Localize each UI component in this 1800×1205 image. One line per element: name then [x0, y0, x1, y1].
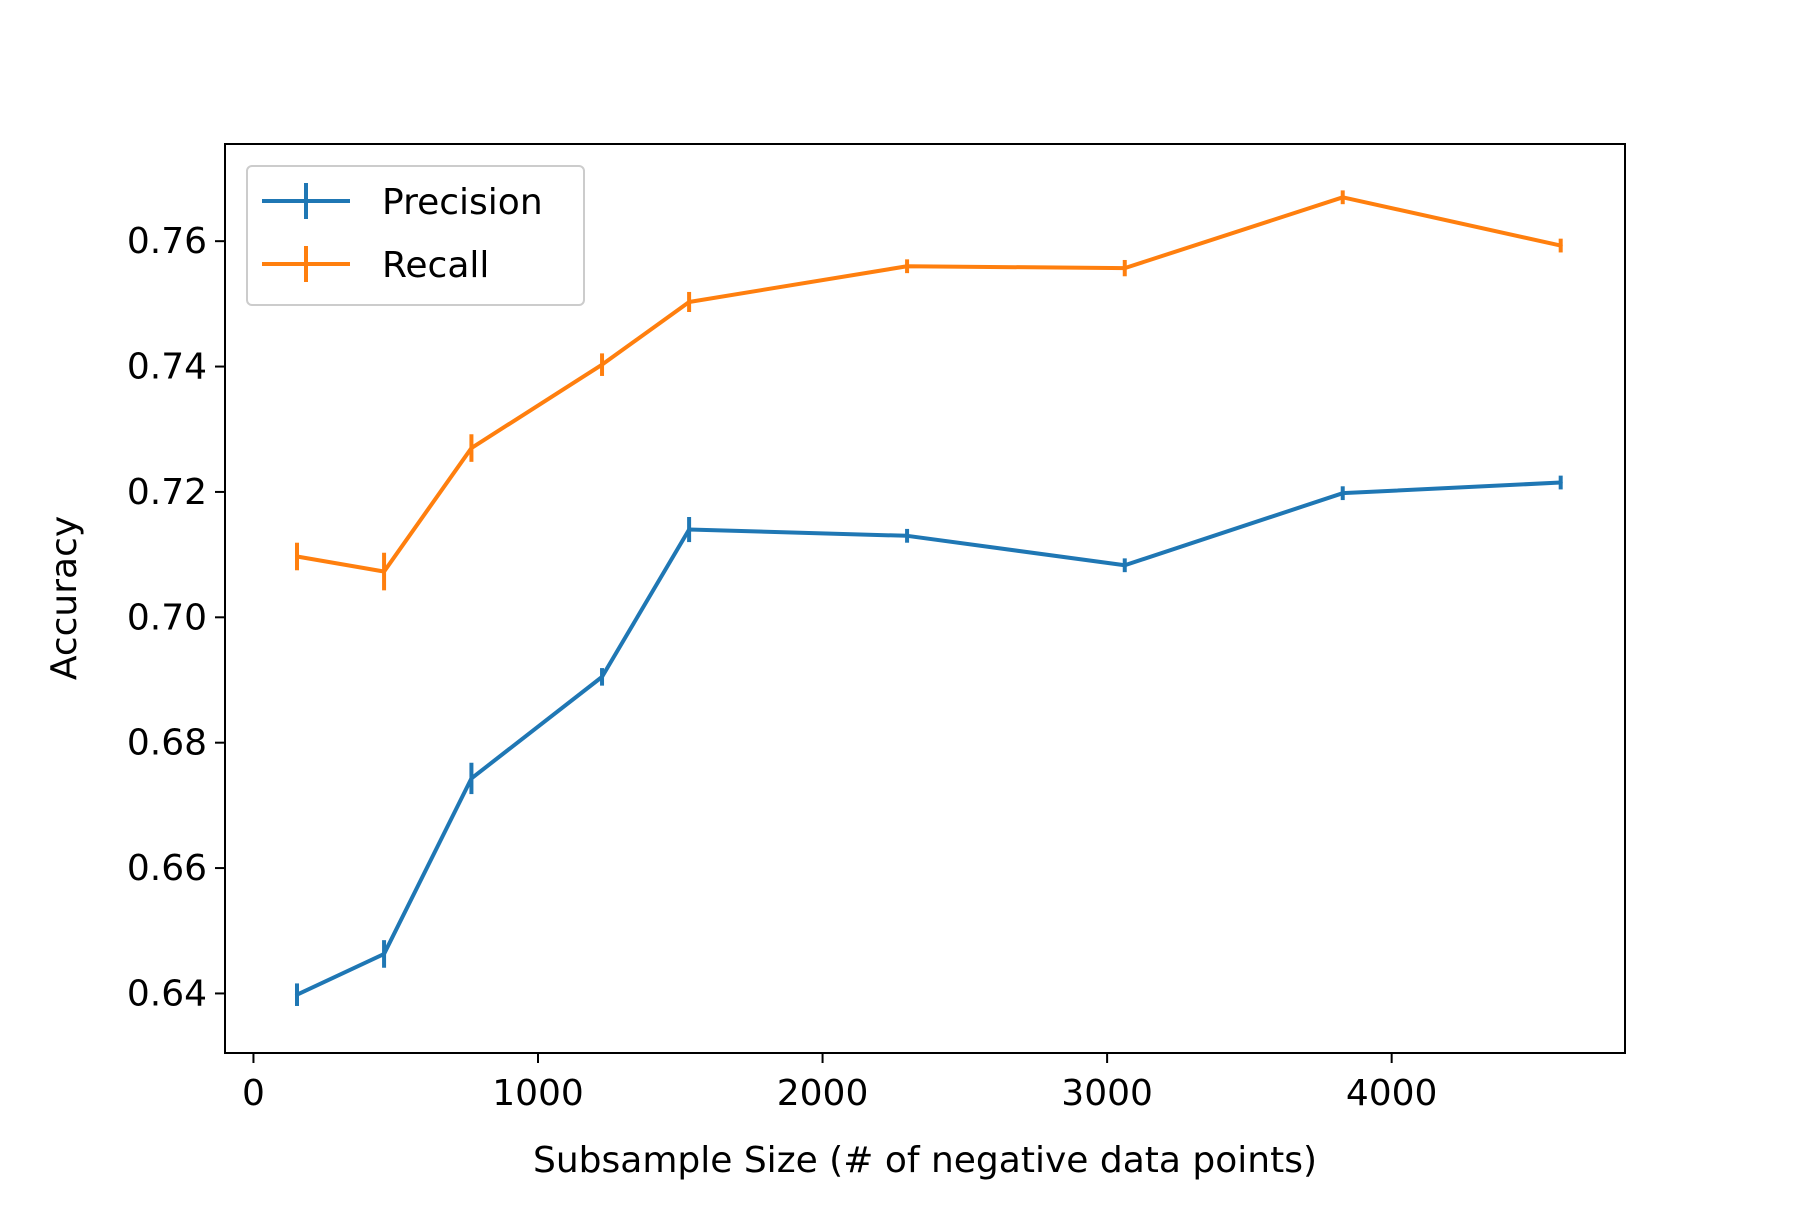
- y-tick-label: 0.68: [127, 723, 207, 764]
- y-tick-label: 0.74: [127, 347, 207, 388]
- x-axis: 0 1000 2000 3000 4000: [242, 1053, 1437, 1114]
- x-tick-label: 1000: [492, 1073, 584, 1114]
- x-tick-label: 0: [242, 1073, 265, 1114]
- legend: Precision Recall: [246, 165, 585, 306]
- x-axis-label: Subsample Size (# of negative data point…: [533, 1140, 1317, 1181]
- legend-label: Precision: [382, 182, 543, 223]
- y-axis: 0.64 0.66 0.68 0.70 0.72 0.74 0.76: [127, 221, 225, 1014]
- y-tick-label: 0.76: [127, 221, 207, 262]
- plot-area: [294, 190, 1563, 1006]
- legend-label: Recall: [382, 245, 489, 286]
- plot-frame: [224, 143, 1626, 1054]
- x-tick-label: 3000: [1061, 1073, 1153, 1114]
- series-precision: [294, 475, 1563, 1006]
- legend-entry: Recall: [262, 245, 489, 286]
- legend-entry: Precision: [262, 182, 543, 223]
- y-tick-label: 0.64: [127, 973, 207, 1014]
- y-tick-label: 0.70: [127, 597, 207, 638]
- x-tick-label: 2000: [777, 1073, 869, 1114]
- x-tick-label: 4000: [1346, 1073, 1438, 1114]
- y-axis-label: Accuracy: [44, 516, 85, 680]
- y-tick-label: 0.72: [127, 472, 207, 513]
- series-recall: [294, 190, 1563, 591]
- y-tick-label: 0.66: [127, 848, 207, 889]
